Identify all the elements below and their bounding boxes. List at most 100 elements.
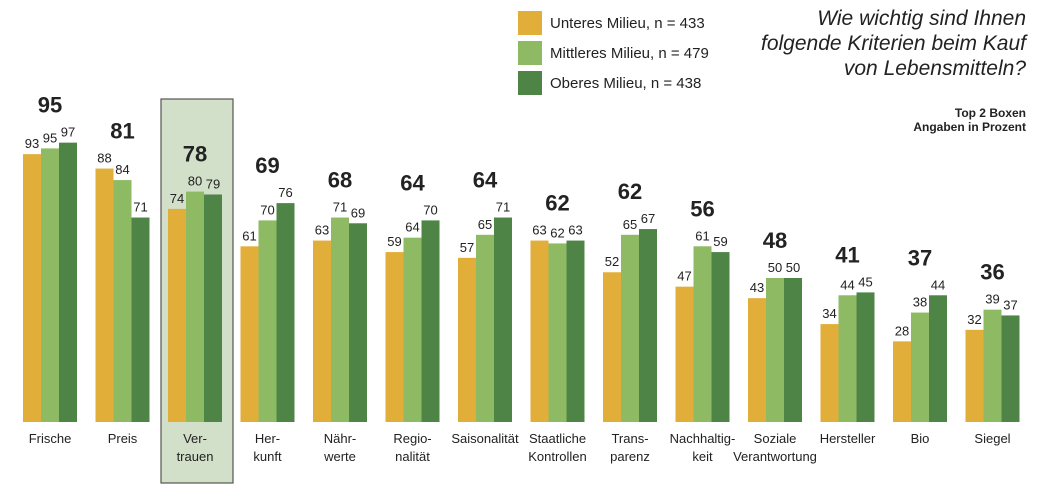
bar [530,240,549,422]
category-label: Nähr- [324,431,357,446]
bar [276,203,295,422]
total-label: 64 [400,170,425,195]
category-label: keit [692,449,713,464]
category-label: Ver- [183,431,207,446]
bar [349,223,367,422]
bar-value-label: 57 [460,240,474,255]
total-label: 64 [473,168,498,193]
bar [385,252,404,422]
bar [258,220,277,422]
bar [476,234,494,422]
bar [548,243,567,422]
category-label: Staatliche [529,431,586,446]
bar-value-label: 70 [423,202,437,217]
bar [748,298,766,422]
bar [331,217,349,422]
legend-swatch [518,41,542,65]
bar [711,252,730,422]
bar [639,229,657,422]
total-label: 41 [835,242,859,267]
bar [566,240,585,422]
category-label: Hersteller [820,431,876,446]
category-label: Bio [911,431,930,446]
category-label: Saisonalität [451,431,519,446]
bar [911,312,929,422]
bar [983,309,1002,422]
total-label: 36 [980,260,1004,285]
category-label: Verantwortung [733,449,817,464]
bar-value-label: 63 [532,223,546,238]
bar [421,220,440,422]
bar [240,246,259,422]
bar-value-label: 97 [61,125,75,140]
total-label: 81 [110,119,134,144]
category-label: Siegel [974,431,1010,446]
bar-value-label: 79 [206,176,220,191]
total-label: 62 [545,191,569,216]
bar-value-label: 39 [985,292,999,307]
bar-value-label: 47 [677,269,691,284]
bar [41,148,59,422]
category-label: werte [323,449,356,464]
category-label: Frische [29,431,72,446]
bar-value-label: 38 [913,295,927,310]
bar-value-label: 70 [260,202,274,217]
legend-item-oberes: Oberes Milieu, n = 438 [518,68,709,98]
bar [403,237,422,422]
bar-value-label: 93 [25,136,39,151]
bar [494,217,512,422]
legend: Unteres Milieu, n = 433 Mittleres Milieu… [518,8,709,98]
bar [131,217,150,422]
bar-value-label: 95 [43,130,57,145]
bar-value-label: 52 [605,254,619,269]
bar [893,341,911,422]
legend-item-unteres: Unteres Milieu, n = 433 [518,8,709,38]
bar-value-label: 34 [822,306,836,321]
bar-value-label: 71 [133,200,147,215]
bar-value-label: 67 [641,211,655,226]
bar-value-label: 59 [387,234,401,249]
category-label: Trans- [611,431,648,446]
bar [675,286,694,422]
bar [766,278,784,422]
chart-subtitle: Top 2 Boxen Angaben in Prozent [913,106,1026,134]
total-label: 69 [255,153,279,178]
bar-value-label: 64 [405,220,419,235]
category-label: nalität [395,449,430,464]
bar [965,329,984,422]
total-label: 68 [328,168,352,193]
bar-value-label: 63 [315,223,329,238]
bar [603,272,621,422]
total-label: 56 [690,196,714,221]
bar [693,246,712,422]
category-label: Nachhaltig- [670,431,736,446]
bar-value-label: 28 [895,323,909,338]
bar-value-label: 50 [768,260,782,275]
bar-value-label: 37 [1003,297,1017,312]
legend-item-mittleres: Mittleres Milieu, n = 479 [518,38,709,68]
total-label: 48 [763,228,787,253]
category-label: Her- [255,431,280,446]
bar-value-label: 65 [623,217,637,232]
category-label: Regio- [393,431,431,446]
legend-swatch [518,71,542,95]
bar [856,292,875,422]
bar [168,208,186,422]
bar-value-label: 59 [713,234,727,249]
bar-value-label: 80 [188,174,202,189]
bar-value-label: 50 [786,260,800,275]
bar [113,180,132,422]
bar-value-label: 69 [351,205,365,220]
bar-value-label: 71 [333,200,347,215]
category-label: Preis [108,431,138,446]
bar [59,142,77,422]
total-label: 62 [618,179,642,204]
bar [23,154,41,422]
bar [313,240,331,422]
chart-title: Wie wichtig sind Ihnen folgende Kriterie… [761,7,1026,80]
total-label: 37 [908,245,932,270]
bar-value-label: 74 [170,191,184,206]
bar-value-label: 44 [931,277,945,292]
